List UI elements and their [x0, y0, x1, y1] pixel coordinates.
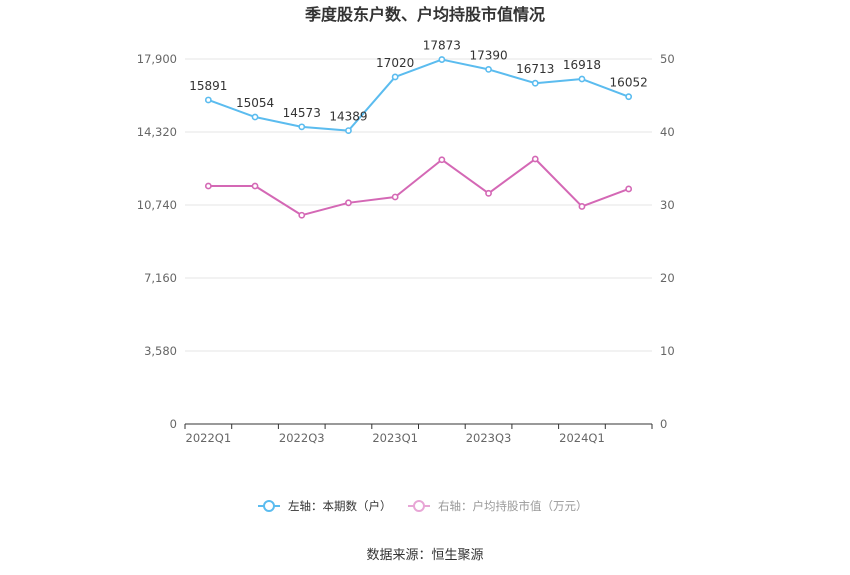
legend-label: 右轴：户均持股市值（万元） [438, 499, 588, 513]
legend-label: 左轴：本期数（户） [288, 499, 392, 513]
data-label: 15891 [189, 79, 227, 93]
series-line-1 [208, 58, 630, 132]
data-label: 16918 [563, 58, 601, 72]
data-point [391, 193, 399, 201]
chart-title: 季度股东户数、户均持股市值情况 [304, 5, 545, 24]
left-tick-label: 0 [170, 417, 177, 431]
right-tick-label: 40 [660, 125, 675, 139]
data-point [298, 123, 306, 131]
data-point [531, 79, 539, 87]
series-layer: 15891 15054 14573 14389 17020 17873 17390 16713… [189, 39, 648, 219]
left-tick-label: 7,160 [144, 271, 177, 285]
data-point [625, 185, 633, 193]
data-point [438, 56, 446, 63]
data-point [251, 182, 259, 190]
data-label: 17390 [469, 48, 507, 62]
legend-item-2[interactable]: 右轴：户均持股市值（万元） [408, 499, 588, 513]
legend[interactable]: 左轴：本期数（户） 右轴：户均持股市值（万元） [258, 499, 588, 513]
legend-marker [413, 500, 425, 512]
data-label: 16713 [516, 62, 554, 76]
left-tick-label: 10,740 [137, 198, 177, 212]
right-tick-label: 50 [660, 52, 675, 66]
data-label: 14573 [283, 106, 321, 120]
x-tick-label: 2022Q1 [186, 431, 232, 445]
right-tick-label: 0 [660, 417, 667, 431]
axes: 0 0 3,580 10 7,160 20 10,740 30 14,320 40 17,900 50… [137, 52, 675, 445]
legend-marker [263, 500, 275, 512]
data-label: 16052 [610, 76, 648, 90]
data-point [578, 203, 586, 210]
left-tick-label: 3,580 [144, 344, 177, 358]
data-point [578, 75, 586, 83]
data-label: 17873 [423, 39, 461, 53]
left-tick-label: 17,900 [137, 52, 177, 66]
right-tick-label: 20 [660, 271, 675, 285]
x-tick-label: 2023Q1 [372, 431, 418, 445]
series-line-2 [208, 158, 630, 217]
data-point [204, 182, 212, 190]
x-tick-label: 2022Q3 [279, 431, 325, 445]
data-point [438, 156, 446, 164]
x-tick-label: 2023Q3 [466, 431, 512, 445]
grid [185, 58, 652, 352]
data-point [625, 93, 633, 101]
data-point [485, 65, 492, 73]
data-point [345, 127, 352, 134]
x-tick-label: 2024Q1 [559, 431, 605, 445]
data-point [345, 199, 352, 207]
right-tick-label: 30 [660, 198, 675, 212]
right-tick-label: 10 [660, 344, 675, 358]
data-point [298, 211, 306, 219]
data-label: 17020 [376, 56, 414, 70]
data-label: 15054 [236, 96, 274, 110]
legend-item-1[interactable]: 左轴：本期数（户） [258, 499, 392, 513]
data-point [204, 96, 212, 104]
left-tick-label: 14,320 [137, 125, 177, 139]
data-point [251, 113, 259, 121]
data-point [391, 73, 399, 81]
data-label: 14389 [329, 110, 367, 124]
source-note: 数据来源：恒生聚源 [366, 548, 483, 563]
data-point [485, 189, 492, 197]
data-point [531, 155, 539, 163]
